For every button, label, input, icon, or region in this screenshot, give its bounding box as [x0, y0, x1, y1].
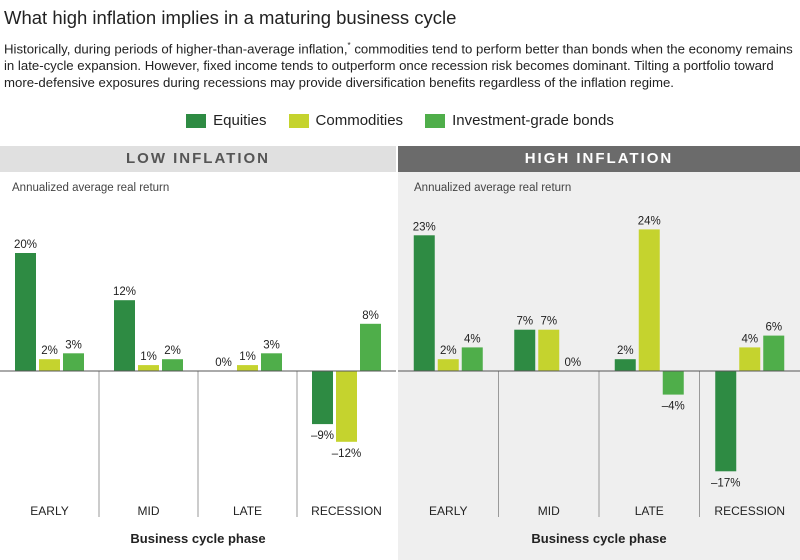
low-data-label: 1%: [140, 351, 157, 363]
low-bar-investment-grade-bonds-late: [261, 353, 282, 371]
low-inflation-panel: LOW INFLATION Annualized average real re…: [0, 146, 396, 560]
low-category-label: LATE: [233, 504, 262, 518]
low-bar-investment-grade-bonds-early: [63, 353, 84, 371]
high-bar-commodities-late: [638, 229, 660, 371]
low-bar-commodities-early: [39, 359, 60, 371]
low-inflation-y-label: Annualized average real return: [12, 182, 170, 194]
low-bar-commodities-late: [237, 365, 258, 371]
legend-item-bonds: Investment-grade bonds: [425, 112, 614, 129]
low-data-label: 2%: [164, 345, 181, 357]
low-bar-investment-grade-bonds-mid: [162, 359, 183, 371]
high-data-label: 6%: [765, 322, 782, 334]
high-inflation-panel: HIGH INFLATION Annualized average real r…: [398, 146, 800, 560]
low-bar-investment-grade-bonds-recession: [360, 323, 381, 371]
low-bar-equities-early: [15, 253, 36, 371]
high-inflation-plot: 23% 7% 2% –17% 2% 7% 24% 4% 4% 0% –4% 6% EARLY MID LAT…: [398, 215, 800, 518]
high-data-label: 4%: [741, 333, 758, 345]
high-data-label: 0%: [564, 357, 581, 369]
high-bar-equities-late: [614, 359, 636, 371]
high-bar-commodities-recession: [739, 347, 761, 371]
legend-swatch-equities: [186, 113, 207, 128]
high-bar-equities-recession: [715, 371, 737, 472]
legend-label-bonds: Investment-grade bonds: [452, 112, 614, 129]
high-data-label: –17%: [711, 477, 740, 489]
low-inflation-header: LOW INFLATION: [0, 146, 396, 172]
high-data-label: 2%: [440, 345, 457, 357]
high-bar-equities-early: [413, 235, 435, 371]
high-data-label: 7%: [540, 316, 557, 328]
low-bar-equities-mid: [114, 300, 135, 371]
high-data-label: –4%: [662, 401, 685, 413]
low-category-label: RECESSION: [311, 504, 382, 518]
low-data-label: –9%: [311, 430, 334, 442]
low-data-label: 1%: [239, 351, 256, 363]
low-data-label: 3%: [263, 339, 280, 351]
high-bar-commodities-early: [437, 359, 459, 371]
high-bar-commodities-mid: [538, 329, 560, 371]
high-bar-investment-grade-bonds-early: [461, 347, 483, 371]
low-bar-commodities-recession: [336, 371, 357, 442]
low-data-label: –12%: [332, 448, 361, 460]
low-bar-commodities-mid: [138, 365, 159, 371]
low-data-label: 8%: [362, 310, 379, 322]
low-inflation-x-title: Business cycle phase: [130, 531, 266, 546]
high-data-label: 2%: [617, 345, 634, 357]
legend-swatch-bonds: [425, 113, 446, 128]
high-inflation-header: HIGH INFLATION: [398, 146, 800, 172]
high-data-label: 24%: [638, 215, 661, 227]
high-category-label: EARLY: [429, 504, 467, 518]
high-inflation-y-label: Annualized average real return: [414, 182, 572, 194]
high-category-label: RECESSION: [714, 504, 785, 518]
low-category-label: MID: [138, 504, 160, 518]
low-data-label: 0%: [215, 357, 232, 369]
subtitle-text-1: Historically, during periods of higher-t…: [4, 41, 348, 57]
chart-subtitle: Historically, during periods of higher-t…: [4, 37, 794, 91]
high-bar-equities-mid: [514, 329, 536, 371]
legend: Equities Commodities Investment-grade bo…: [0, 112, 800, 129]
low-inflation-plot: 20% 12% 0% –9% 2% 1% 1% –12% 3% 2% 3% 8% EARLY MID LAT…: [0, 239, 396, 518]
high-data-label: 7%: [516, 316, 533, 328]
high-category-label: MID: [538, 504, 560, 518]
low-data-label: 2%: [41, 345, 58, 357]
low-data-label: 20%: [14, 239, 37, 251]
high-inflation-x-title: Business cycle phase: [531, 531, 667, 546]
legend-swatch-commodities: [288, 113, 309, 128]
legend-item-commodities: Commodities: [288, 112, 404, 129]
high-data-label: 23%: [413, 221, 436, 233]
legend-label-equities: Equities: [213, 112, 267, 129]
subtitle-text-2: commodities tend to perform better than …: [4, 41, 793, 91]
low-data-label: 3%: [65, 339, 82, 351]
legend-item-equities: Equities: [186, 112, 267, 129]
high-category-label: LATE: [635, 504, 664, 518]
high-data-label: 4%: [464, 333, 481, 345]
footnote-mark: *: [347, 41, 351, 50]
high-bar-investment-grade-bonds-late: [662, 371, 684, 395]
low-bar-equities-recession: [312, 371, 333, 425]
low-data-label: 12%: [113, 286, 136, 298]
high-bar-investment-grade-bonds-recession: [763, 335, 785, 371]
low-category-label: EARLY: [30, 504, 68, 518]
legend-label-commodities: Commodities: [315, 112, 404, 129]
chart-title: What high inflation implies in a maturin…: [4, 7, 457, 28]
